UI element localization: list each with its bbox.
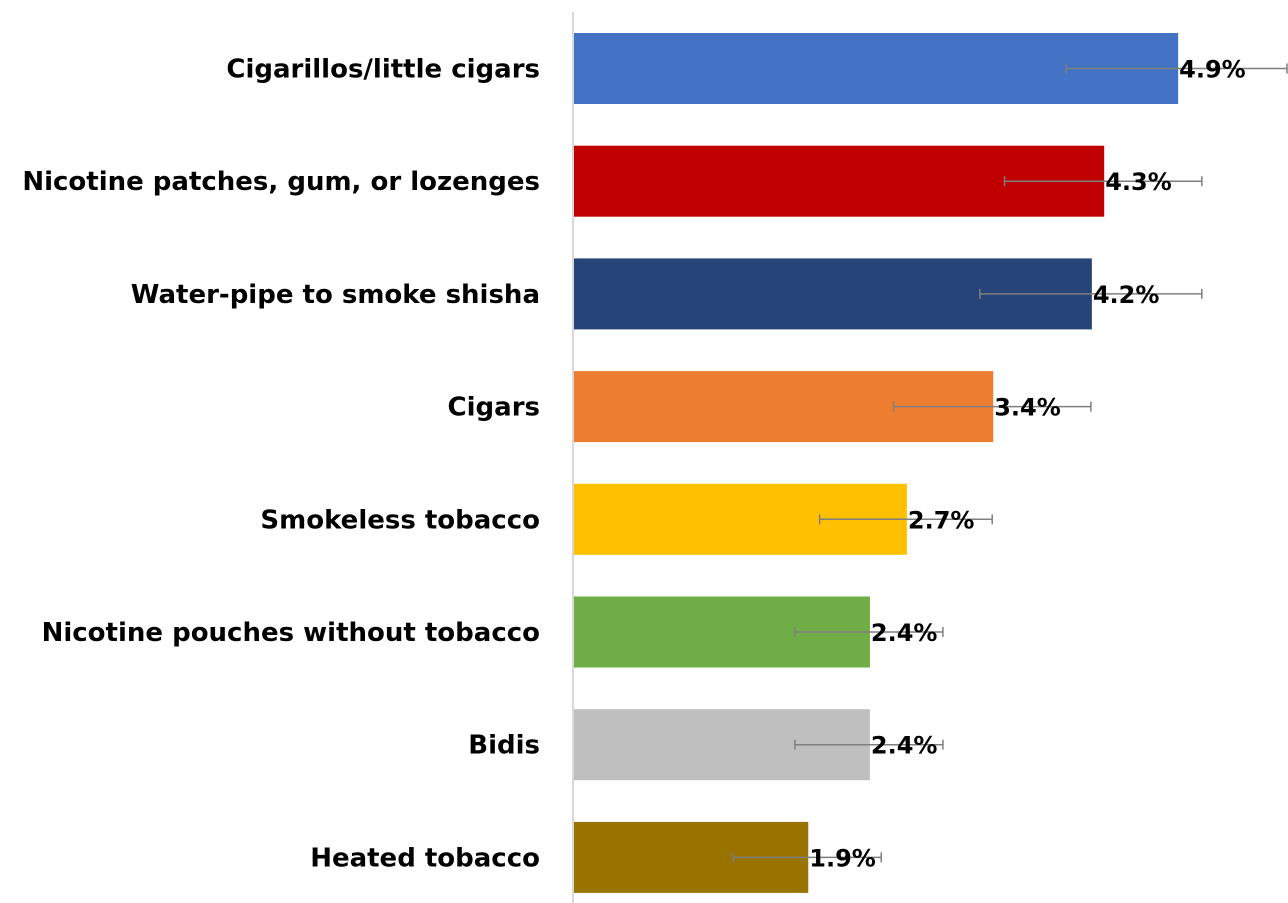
value-label: 3.4% bbox=[994, 394, 1061, 422]
error-bar bbox=[794, 739, 944, 750]
value-label: 2.4% bbox=[871, 732, 938, 760]
value-label: 4.9% bbox=[1179, 56, 1246, 84]
error-bar bbox=[979, 288, 1203, 299]
error-bar bbox=[818, 514, 993, 525]
error-bar bbox=[892, 401, 1092, 412]
category-label: Water-pipe to smoke shisha bbox=[131, 280, 540, 310]
value-label: 2.4% bbox=[871, 619, 938, 647]
value-label: 1.9% bbox=[809, 844, 876, 872]
category-label: Heated tobacco bbox=[310, 843, 540, 873]
category-label: Cigars bbox=[448, 393, 540, 423]
error-bar bbox=[794, 627, 944, 637]
error-bar bbox=[732, 852, 882, 863]
category-label: Bidis bbox=[468, 731, 540, 761]
category-label: Smokeless tobacco bbox=[260, 505, 540, 535]
value-label: 4.3% bbox=[1105, 168, 1172, 196]
category-label: Nicotine pouches without tobacco bbox=[42, 618, 540, 648]
category-label: Cigarillos/little cigars bbox=[226, 55, 540, 85]
error-bar bbox=[1065, 63, 1288, 74]
value-label: 4.2% bbox=[1093, 281, 1160, 309]
error-bar bbox=[1003, 176, 1203, 187]
value-label: 2.7% bbox=[908, 506, 975, 534]
category-label: Nicotine patches, gum, or lozenges bbox=[22, 167, 540, 197]
